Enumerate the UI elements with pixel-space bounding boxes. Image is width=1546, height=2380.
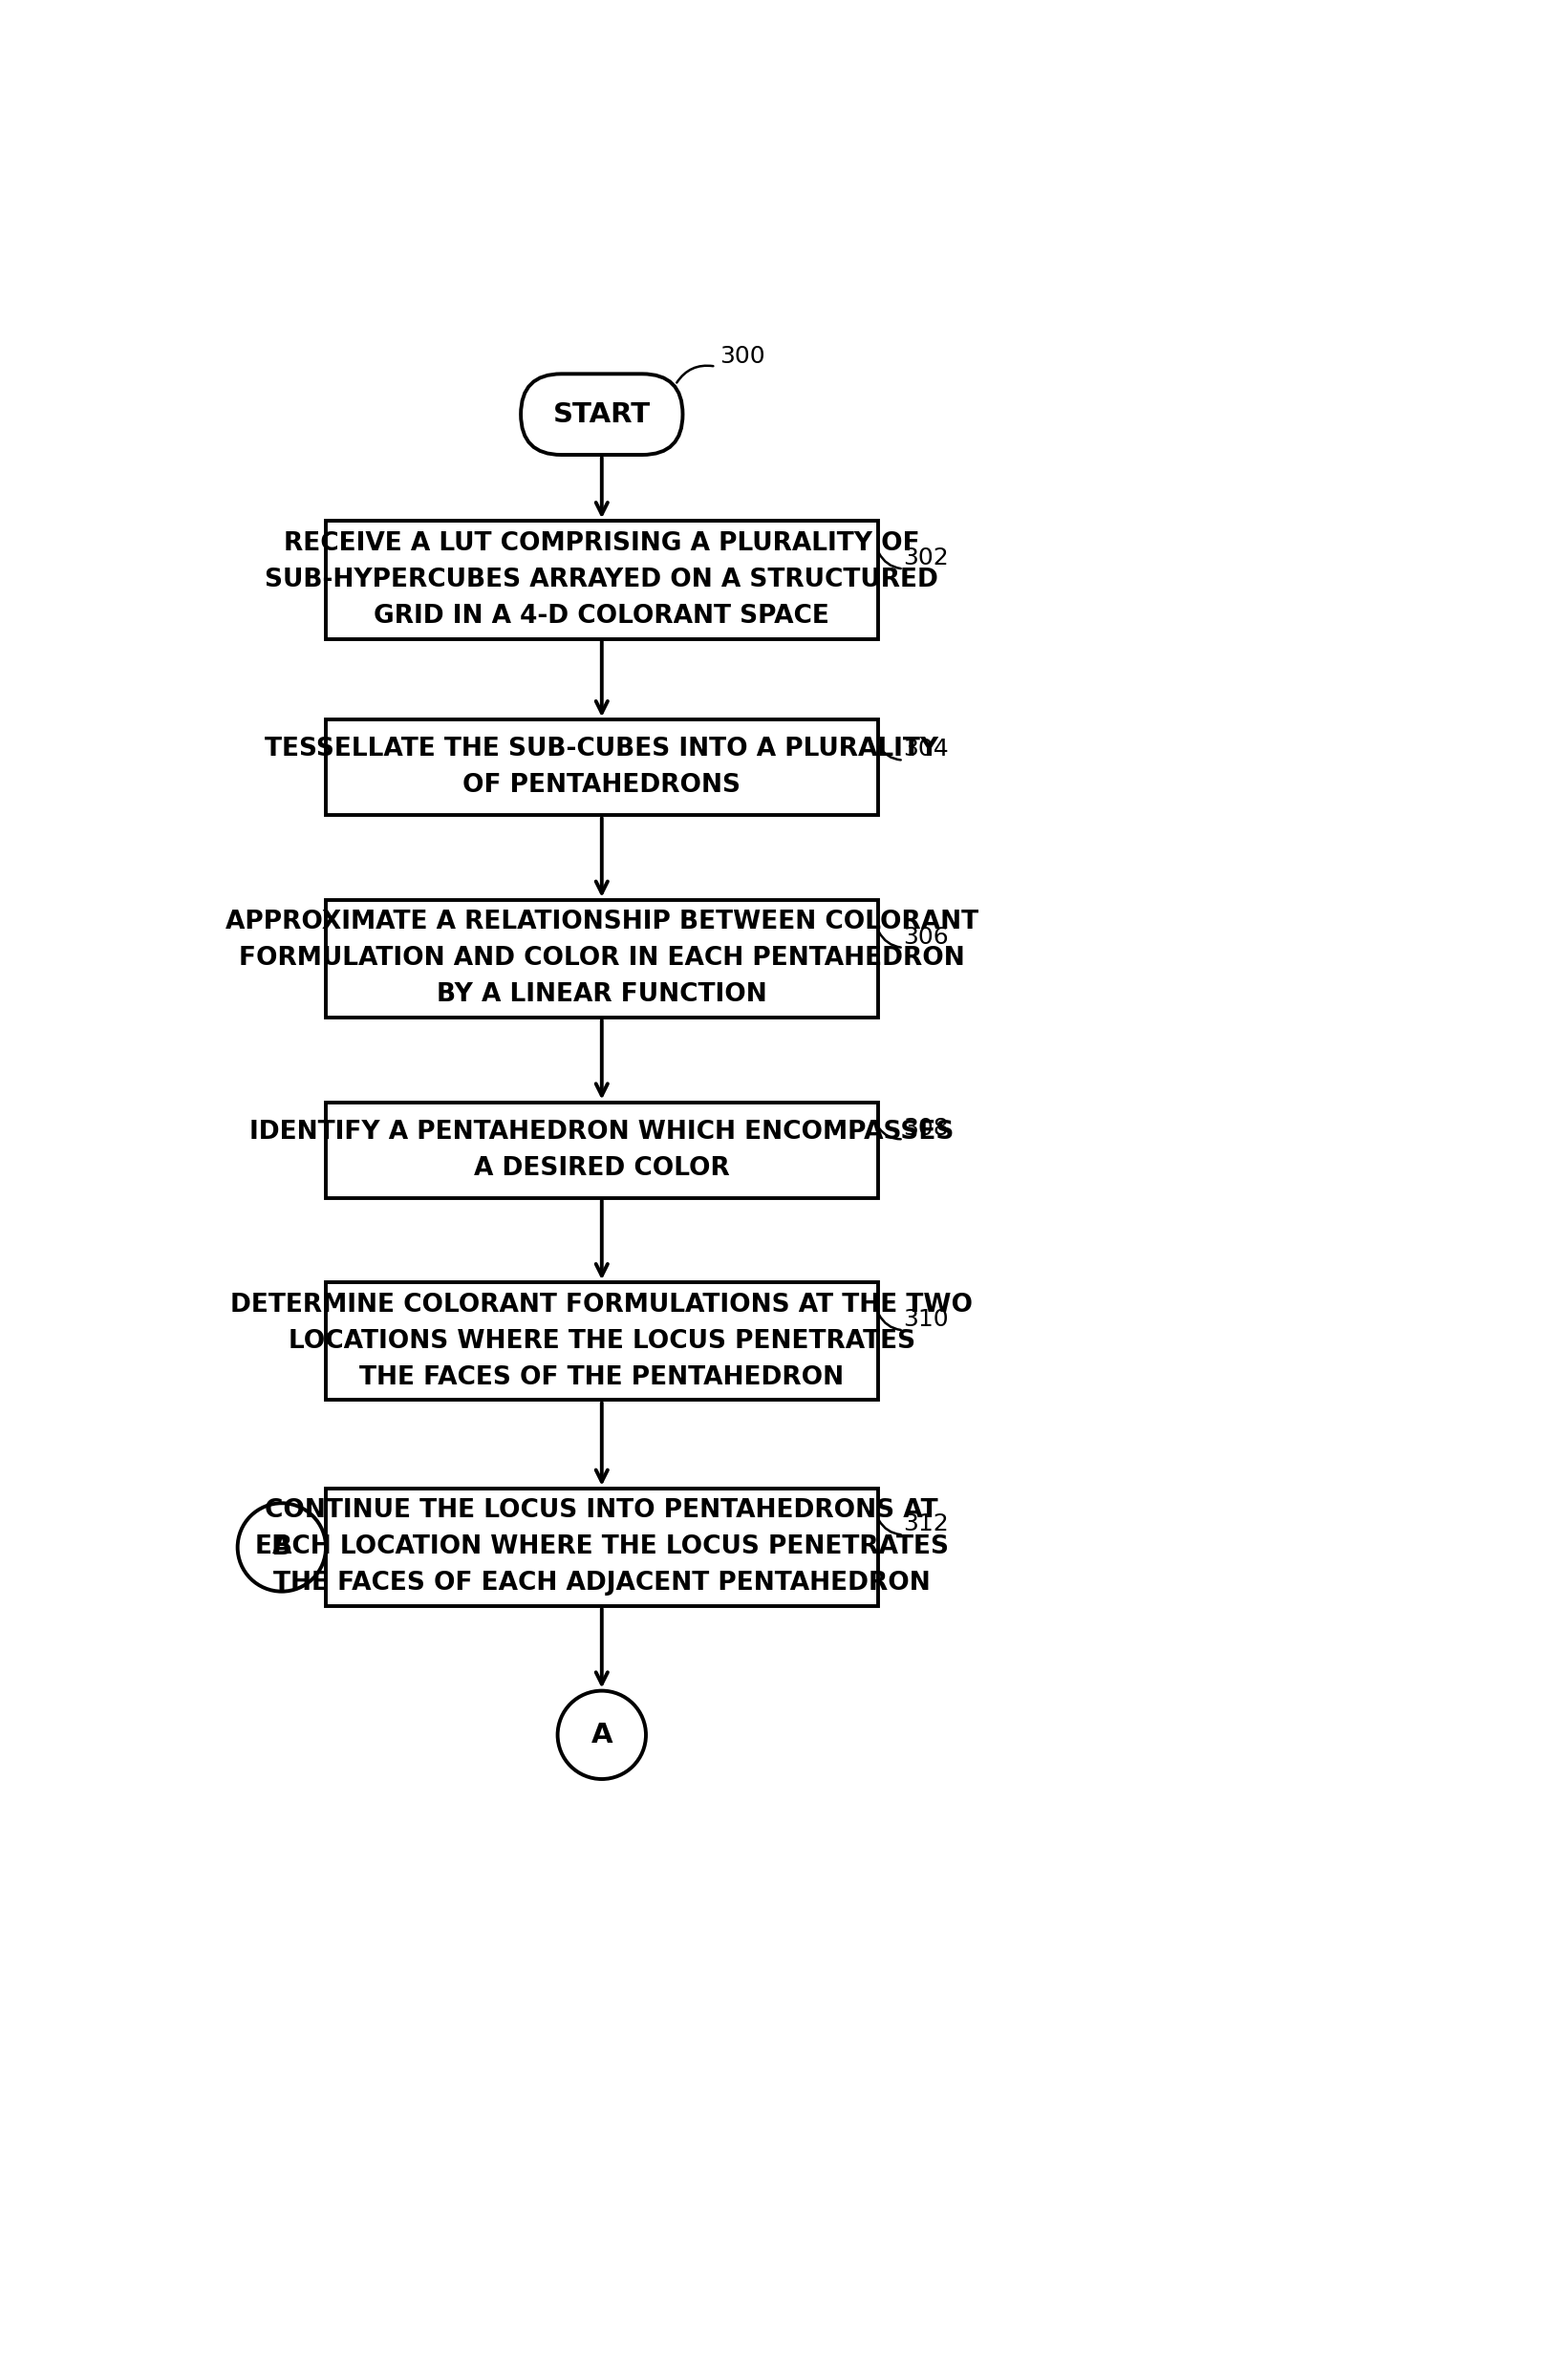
Text: TESSELLATE THE SUB-CUBES INTO A PLURALITY
OF PENTAHEDRONS: TESSELLATE THE SUB-CUBES INTO A PLURALIT…: [264, 738, 938, 797]
Text: START: START: [553, 400, 651, 428]
Bar: [326, 719, 878, 816]
Circle shape: [238, 1504, 326, 1592]
Text: APPROXIMATE A RELATIONSHIP BETWEEN COLORANT
FORMULATION AND COLOR IN EACH PENTAH: APPROXIMATE A RELATIONSHIP BETWEEN COLOR…: [226, 909, 979, 1007]
Bar: [326, 1283, 878, 1399]
Text: DETERMINE COLORANT FORMULATIONS AT THE TWO
LOCATIONS WHERE THE LOCUS PENETRATES
: DETERMINE COLORANT FORMULATIONS AT THE T…: [230, 1292, 972, 1390]
Text: 304: 304: [903, 738, 949, 762]
FancyBboxPatch shape: [521, 374, 683, 455]
Text: B: B: [271, 1535, 292, 1561]
Text: 306: 306: [903, 926, 949, 950]
Text: RECEIVE A LUT COMPRISING A PLURALITY OF
SUB-HYPERCUBES ARRAYED ON A STRUCTURED
G: RECEIVE A LUT COMPRISING A PLURALITY OF …: [264, 531, 938, 628]
Text: IDENTIFY A PENTAHEDRON WHICH ENCOMPASSES
A DESIRED COLOR: IDENTIFY A PENTAHEDRON WHICH ENCOMPASSES…: [249, 1119, 954, 1180]
Text: 302: 302: [903, 547, 949, 569]
Bar: [326, 1102, 878, 1197]
Text: 312: 312: [903, 1514, 949, 1535]
Bar: [326, 1488, 878, 1607]
Text: 308: 308: [903, 1116, 949, 1140]
Text: 300: 300: [719, 345, 765, 367]
Text: CONTINUE THE LOCUS INTO PENTAHEDRONS AT
EACH LOCATION WHERE THE LOCUS PENETRATES: CONTINUE THE LOCUS INTO PENTAHEDRONS AT …: [255, 1499, 949, 1597]
Text: 310: 310: [903, 1309, 949, 1330]
Text: A: A: [591, 1721, 612, 1749]
Bar: [326, 900, 878, 1019]
Bar: [326, 521, 878, 638]
Circle shape: [558, 1690, 646, 1778]
